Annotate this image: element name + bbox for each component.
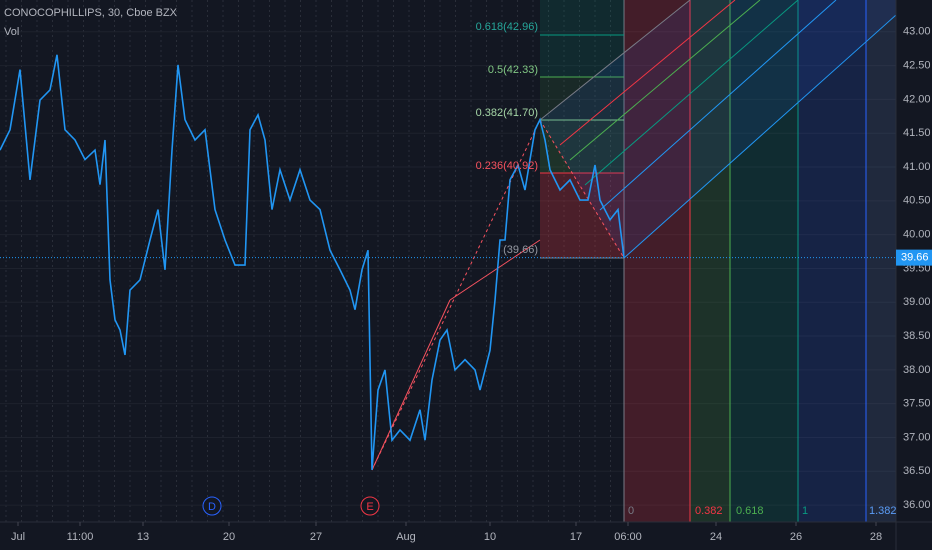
x-tick-label: 26 [790, 531, 802, 543]
fib-label: 0.5(42.33) [488, 64, 538, 76]
last-price-box [896, 249, 932, 266]
y-tick-label: 36.00 [903, 499, 931, 511]
x-tick-label: 28 [870, 531, 882, 543]
time-zone-label: 1.382 [869, 505, 897, 517]
event-label[interactable]: D [208, 501, 216, 513]
x-tick-label: 17 [570, 531, 582, 543]
time-zone-label: 0.382 [695, 505, 723, 517]
x-tick-label: Aug [396, 531, 416, 543]
x-tick-label: 10 [484, 531, 496, 543]
x-tick-label: 20 [223, 531, 235, 543]
channel-line [584, 0, 799, 186]
y-tick-label: 41.00 [903, 161, 931, 173]
last-price-label: 39.66 [901, 252, 929, 264]
chart-title: CONOCOPHILLIPS, 30, Cboe BZX [4, 7, 178, 19]
y-tick-label: 37.00 [903, 431, 931, 443]
x-tick-label: 13 [137, 531, 149, 543]
price-line [0, 54, 625, 470]
y-tick-label: 40.50 [903, 195, 931, 207]
fib-zone [540, 173, 624, 258]
fib-channel [540, 0, 896, 258]
y-tick-label: 41.50 [903, 127, 931, 139]
y-tick-label: 42.00 [903, 93, 931, 105]
x-tick-label: Jul [11, 531, 25, 543]
fib-label: 0.618(42.96) [476, 21, 538, 33]
fib-zone [540, 120, 624, 173]
channel-line [599, 0, 837, 211]
time-zone [798, 0, 866, 522]
y-tick-label: 42.50 [903, 59, 931, 71]
x-tick-label: 24 [710, 531, 722, 543]
channel-line [559, 0, 736, 146]
time-zone-label: 0 [628, 505, 634, 517]
x-tick-label: 11:00 [67, 531, 94, 543]
trend-line [539, 119, 625, 259]
y-tick-label: 36.50 [903, 465, 931, 477]
channel-line [569, 0, 761, 161]
y-tick-label: 43.00 [903, 26, 931, 38]
channel-line [539, 0, 691, 121]
time-zone-label: 1 [802, 505, 808, 517]
time-zone [730, 0, 798, 522]
x-tick-label: 27 [310, 531, 322, 543]
event-marker[interactable] [360, 496, 380, 516]
channel-line [623, 14, 897, 259]
y-tick-label: 39.00 [903, 296, 931, 308]
fib-label: (39.66) [503, 244, 538, 256]
y-tick-label: 37.50 [903, 398, 931, 410]
fib-zone [540, 77, 624, 120]
trend-line [371, 119, 541, 471]
y-tick-label: 38.50 [903, 330, 931, 342]
event-label[interactable]: E [366, 501, 373, 513]
x-tick-label: 06:00 [614, 531, 642, 543]
indicator-label: Vol [4, 26, 19, 38]
time-zone [690, 0, 730, 522]
time-zone [866, 0, 896, 522]
fib-label: 0.236(40.92) [476, 160, 538, 172]
trend-line [449, 239, 541, 301]
fib-label: 0.382(41.70) [476, 107, 538, 119]
y-tick-label: 40.00 [903, 229, 931, 241]
event-marker[interactable] [202, 496, 222, 516]
time-zone-label: 0.618 [736, 505, 764, 517]
trend-line [371, 299, 451, 471]
y-tick-label: 38.00 [903, 364, 931, 376]
